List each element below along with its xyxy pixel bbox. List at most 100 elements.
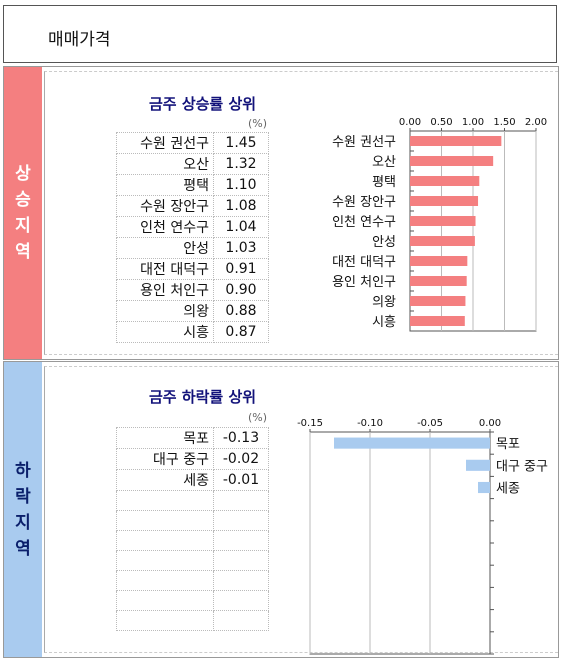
page-title: 매매가격: [48, 30, 111, 50]
bar: [334, 437, 490, 449]
region-name-cell: [116, 530, 214, 551]
side-char: 지: [15, 512, 31, 533]
region-name-cell: 수원 권선구: [116, 132, 214, 154]
category-label: 대구 중구: [496, 459, 548, 474]
falling-section-title: 금주 하락률 상위: [149, 388, 257, 406]
table-row: [116, 490, 269, 511]
table-row: 수원 장안구 1.08: [116, 195, 269, 217]
rate-value-cell: [213, 510, 269, 531]
rate-value-cell: -0.02: [213, 448, 269, 470]
table-row: 대구 중구 -0.02: [116, 448, 269, 470]
table-row: 세종 -0.01: [116, 469, 269, 491]
bar: [410, 196, 479, 206]
rate-value-cell: [213, 590, 269, 611]
region-name-cell: [116, 510, 214, 531]
category-label: 용인 처인구: [332, 275, 396, 290]
region-name-cell: 의왕: [116, 300, 214, 322]
table-row: 평택 1.10: [116, 174, 269, 196]
x-tick-label: -0.15: [297, 418, 323, 429]
rate-value-cell: 1.08: [213, 195, 269, 217]
table-row: 수원 권선구 1.45: [116, 132, 269, 154]
rising-unit-label: (%): [248, 117, 268, 130]
bar: [410, 296, 466, 306]
region-name-cell: [116, 590, 214, 611]
region-name-cell: 인천 연수구: [116, 216, 214, 238]
category-label: 인천 연수구: [332, 215, 396, 230]
rate-value-cell: [213, 530, 269, 551]
table-row: 목포 -0.13: [116, 427, 269, 449]
rate-value-cell: 1.10: [213, 174, 269, 196]
falling-side-label: 하 락 지 역: [4, 362, 42, 657]
rate-value-cell: 0.88: [213, 300, 269, 322]
side-char: 락: [15, 486, 31, 507]
table-row: [116, 530, 269, 551]
category-label: 수원 장안구: [332, 195, 396, 210]
table-row: [116, 610, 269, 631]
region-name-cell: 목포: [116, 427, 214, 449]
region-name-cell: [116, 570, 214, 591]
falling-unit-label: (%): [248, 411, 268, 424]
category-label: 시흥: [372, 315, 396, 330]
region-name-cell: 안성: [116, 237, 214, 259]
bar: [410, 136, 502, 146]
table-row: [116, 590, 269, 611]
table-row: [116, 550, 269, 571]
x-tick-label: 0.50: [430, 117, 452, 128]
rate-value-cell: [213, 550, 269, 571]
rate-value-cell: -0.13: [213, 427, 269, 449]
bar: [410, 216, 476, 226]
x-tick-label: 2.00: [525, 117, 547, 128]
table-row: [116, 570, 269, 591]
plot-frame: [309, 431, 491, 655]
table-row: 안성 1.03: [116, 237, 269, 259]
page-title-box: 매매가격: [3, 5, 557, 63]
bar: [478, 481, 490, 494]
rate-value-cell: 1.32: [213, 153, 269, 175]
region-name-cell: 세종: [116, 469, 214, 491]
side-char: 상: [15, 164, 31, 184]
rate-value-cell: [213, 610, 269, 631]
table-row: 의왕 0.88: [116, 300, 269, 322]
region-name-cell: 수원 장안구: [116, 195, 214, 217]
rising-section-title: 금주 상승률 상위: [149, 95, 257, 113]
category-label: 의왕: [372, 295, 396, 310]
rate-value-cell: 0.87: [213, 321, 269, 343]
side-char: 역: [15, 242, 31, 262]
category-label: 안성: [372, 235, 396, 250]
bar: [410, 276, 467, 286]
rate-value-cell: 1.45: [213, 132, 269, 154]
falling-table: 목포 -0.13 대구 중구 -0.02 세종 -0.01: [116, 427, 269, 631]
rate-value-cell: [213, 490, 269, 511]
side-char: 승: [15, 190, 31, 210]
region-name-cell: [116, 610, 214, 631]
category-label: 수원 권선구: [332, 135, 396, 150]
bar: [410, 316, 465, 326]
rising-table: 수원 권선구 1.45 오산 1.32 평택 1.10 수원 장안구 1.08 인천 연수구 1.…: [116, 132, 269, 343]
region-name-cell: 시흥: [116, 321, 214, 343]
category-label: 세종: [496, 482, 520, 497]
bar: [410, 256, 468, 266]
side-char: 역: [15, 538, 31, 559]
region-name-cell: 대구 중구: [116, 448, 214, 470]
side-char: 하: [15, 460, 31, 481]
table-row: [116, 510, 269, 531]
category-label: 오산: [372, 155, 396, 170]
category-label: 대전 대덕구: [332, 255, 396, 270]
x-tick-label: 1.00: [462, 117, 484, 128]
region-name-cell: 평택: [116, 174, 214, 196]
x-tick-label: 0.00: [399, 117, 421, 128]
bar: [410, 236, 475, 246]
bar: [466, 459, 490, 471]
rising-panel: 상 승 지 역 금주 상승률 상위 (%) 수원 권선구 1.45 오산 1.32 평택…: [3, 66, 559, 360]
rate-value-cell: 1.04: [213, 216, 269, 238]
region-name-cell: 대전 대덕구: [116, 258, 214, 280]
region-name-cell: 오산: [116, 153, 214, 175]
x-tick-label: -0.10: [357, 418, 383, 429]
rate-value-cell: -0.01: [213, 469, 269, 491]
region-name-cell: [116, 550, 214, 571]
x-tick-label: 0.00: [479, 418, 501, 429]
side-char: 지: [15, 216, 31, 236]
x-tick-label: -0.05: [417, 418, 443, 429]
rate-value-cell: 1.03: [213, 237, 269, 259]
